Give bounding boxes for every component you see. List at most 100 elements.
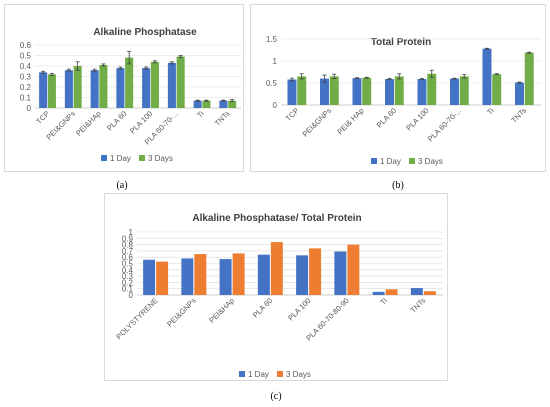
bar-day1 bbox=[482, 48, 492, 105]
bar-day1 bbox=[257, 254, 270, 295]
bar-day1 bbox=[320, 78, 329, 105]
bar-day3 bbox=[270, 242, 283, 295]
bar-day3 bbox=[176, 56, 185, 108]
x-tick-label: PEI& HAp bbox=[335, 106, 365, 136]
bar-day3 bbox=[228, 100, 237, 108]
chart-title: Total Protein bbox=[371, 37, 431, 48]
legend-swatch bbox=[277, 371, 283, 377]
x-tick-label: PEI&HAp bbox=[207, 296, 236, 325]
y-tick-label: 0.5 bbox=[20, 52, 32, 61]
bar-day3 bbox=[329, 76, 339, 105]
x-tick-label: Ti bbox=[378, 296, 389, 307]
legend-swatch bbox=[239, 371, 245, 377]
bar-day1 bbox=[385, 79, 394, 105]
chart-b: Total Protein 0 0.5 1 1.5 TCP PEI&GNPs PEI& HAp… bbox=[266, 35, 541, 166]
bar-day1 bbox=[515, 82, 524, 105]
y-tick-label: 0.4 bbox=[20, 62, 32, 71]
caption-a: (a) bbox=[116, 180, 128, 191]
y-tick-label: 0.7 bbox=[122, 247, 134, 256]
x-tick-label: Ti bbox=[485, 106, 496, 117]
bar-day3 bbox=[394, 76, 404, 105]
bar-day3 bbox=[459, 76, 469, 105]
y-tick-label: 0.1 bbox=[20, 94, 32, 103]
legend-swatch bbox=[371, 158, 377, 164]
legend-label: 1 Day bbox=[110, 154, 131, 163]
chart-title: Alkaline Phosphatase bbox=[93, 27, 197, 38]
bar-day1 bbox=[167, 62, 176, 108]
legend-label: 3 Days bbox=[286, 370, 311, 379]
x-tick-label: PLA 100 bbox=[404, 106, 430, 132]
bar-day1 bbox=[219, 100, 228, 108]
bar-day3 bbox=[423, 291, 436, 295]
bar-day3 bbox=[427, 73, 437, 105]
chart-title: Alkaline Phosphatase/ Total Protein bbox=[192, 213, 361, 224]
legend-swatch bbox=[101, 155, 107, 161]
legend-swatch bbox=[139, 155, 145, 161]
bar-day1 bbox=[193, 100, 202, 108]
chart-a: Alkaline Phosphatase 00.1 0.20.3 0.40.5 0.6 T… bbox=[20, 27, 241, 163]
y-tick-label: 1 bbox=[273, 57, 278, 66]
y-tick-label: 0.3 bbox=[122, 272, 134, 281]
x-tick-label: PLA 100 bbox=[286, 296, 312, 322]
bar-day1 bbox=[64, 70, 73, 108]
x-tick-label: PEI&HAp bbox=[74, 109, 103, 138]
y-tick-label: 0 bbox=[27, 104, 32, 113]
x-tick-label: TNTs bbox=[213, 109, 232, 128]
bar-day1 bbox=[90, 70, 99, 108]
bar-day3 bbox=[202, 100, 211, 108]
bar-day1 bbox=[39, 72, 48, 108]
bar-day1 bbox=[410, 288, 423, 295]
y-tick-label: 0.5 bbox=[122, 260, 134, 269]
x-tick-label: PLA 60 bbox=[251, 296, 274, 319]
legend-label: 1 Day bbox=[248, 370, 269, 379]
bar-day1 bbox=[181, 258, 194, 295]
bar-day1 bbox=[450, 78, 459, 105]
y-tick-label: 1.5 bbox=[266, 35, 278, 44]
chart-panel-a: Alkaline Phosphatase 0 0.1 0.2 0.3 0.4 0.5 0.6 T… bbox=[4, 4, 244, 172]
legend-label: 3 Days bbox=[418, 157, 443, 166]
y-tick-label: 0 bbox=[129, 291, 134, 300]
y-tick-label: 0 bbox=[273, 101, 278, 110]
bar-day1 bbox=[142, 68, 151, 108]
bar-day3 bbox=[309, 248, 322, 295]
bar-day1 bbox=[352, 78, 362, 105]
y-tick-label: 0.1 bbox=[122, 285, 134, 294]
x-tick-label: TCP bbox=[284, 106, 301, 123]
caption-b: (b) bbox=[392, 180, 404, 191]
y-tick-label: 0.4 bbox=[122, 266, 134, 275]
x-tick-label: PEI&GNPs bbox=[165, 296, 198, 329]
y-tick-label: 0.6 bbox=[122, 253, 134, 262]
bar-day1 bbox=[334, 251, 347, 295]
x-tick-label: PEI&GNPs bbox=[301, 106, 334, 139]
bar-day1 bbox=[417, 79, 427, 105]
bar-day3 bbox=[150, 61, 159, 108]
bar-day3 bbox=[99, 64, 108, 108]
y-tick-label: 0.9 bbox=[122, 234, 134, 243]
x-tick-label: TNTs bbox=[409, 296, 428, 315]
bar-day3 bbox=[47, 74, 56, 108]
bar-day3 bbox=[232, 253, 245, 295]
caption-c: (c) bbox=[270, 391, 282, 402]
bar-day1 bbox=[116, 68, 125, 108]
bar-day3 bbox=[73, 66, 82, 108]
legend-label: 1 Day bbox=[380, 157, 401, 166]
x-tick-label: TNTs bbox=[509, 106, 528, 125]
x-tick-label: PLA 60 bbox=[105, 109, 128, 132]
y-tick-label: 0.2 bbox=[122, 278, 134, 287]
bar-day3 bbox=[362, 77, 372, 105]
chart-panel-b: Total Protein 0 0.5 1 1.5 TCP PEI&GNPs PEI& HAp… bbox=[250, 4, 546, 172]
chart-c: Alkaline Phosphatase/ Total Protein00.10… bbox=[114, 213, 443, 379]
bar-day3 bbox=[194, 254, 207, 295]
x-tick-label: PLA 60-70-... bbox=[426, 106, 463, 143]
chart-panel-c: Alkaline Phosphatase/ Total Protein 0 0.1 0… bbox=[104, 193, 448, 381]
bar-day3 bbox=[156, 261, 169, 295]
y-tick-label: 0.3 bbox=[20, 73, 32, 82]
bar-day1 bbox=[372, 291, 385, 295]
x-tick-label: POLYSTYRENE bbox=[114, 296, 159, 341]
y-tick-label: 0.2 bbox=[20, 83, 32, 92]
y-tick-label: 1 bbox=[129, 228, 134, 237]
x-tick-label: Ti bbox=[195, 109, 206, 120]
y-tick-label: 0.6 bbox=[20, 41, 32, 50]
y-tick-label: 0.8 bbox=[122, 241, 134, 250]
legend-swatch bbox=[409, 158, 415, 164]
